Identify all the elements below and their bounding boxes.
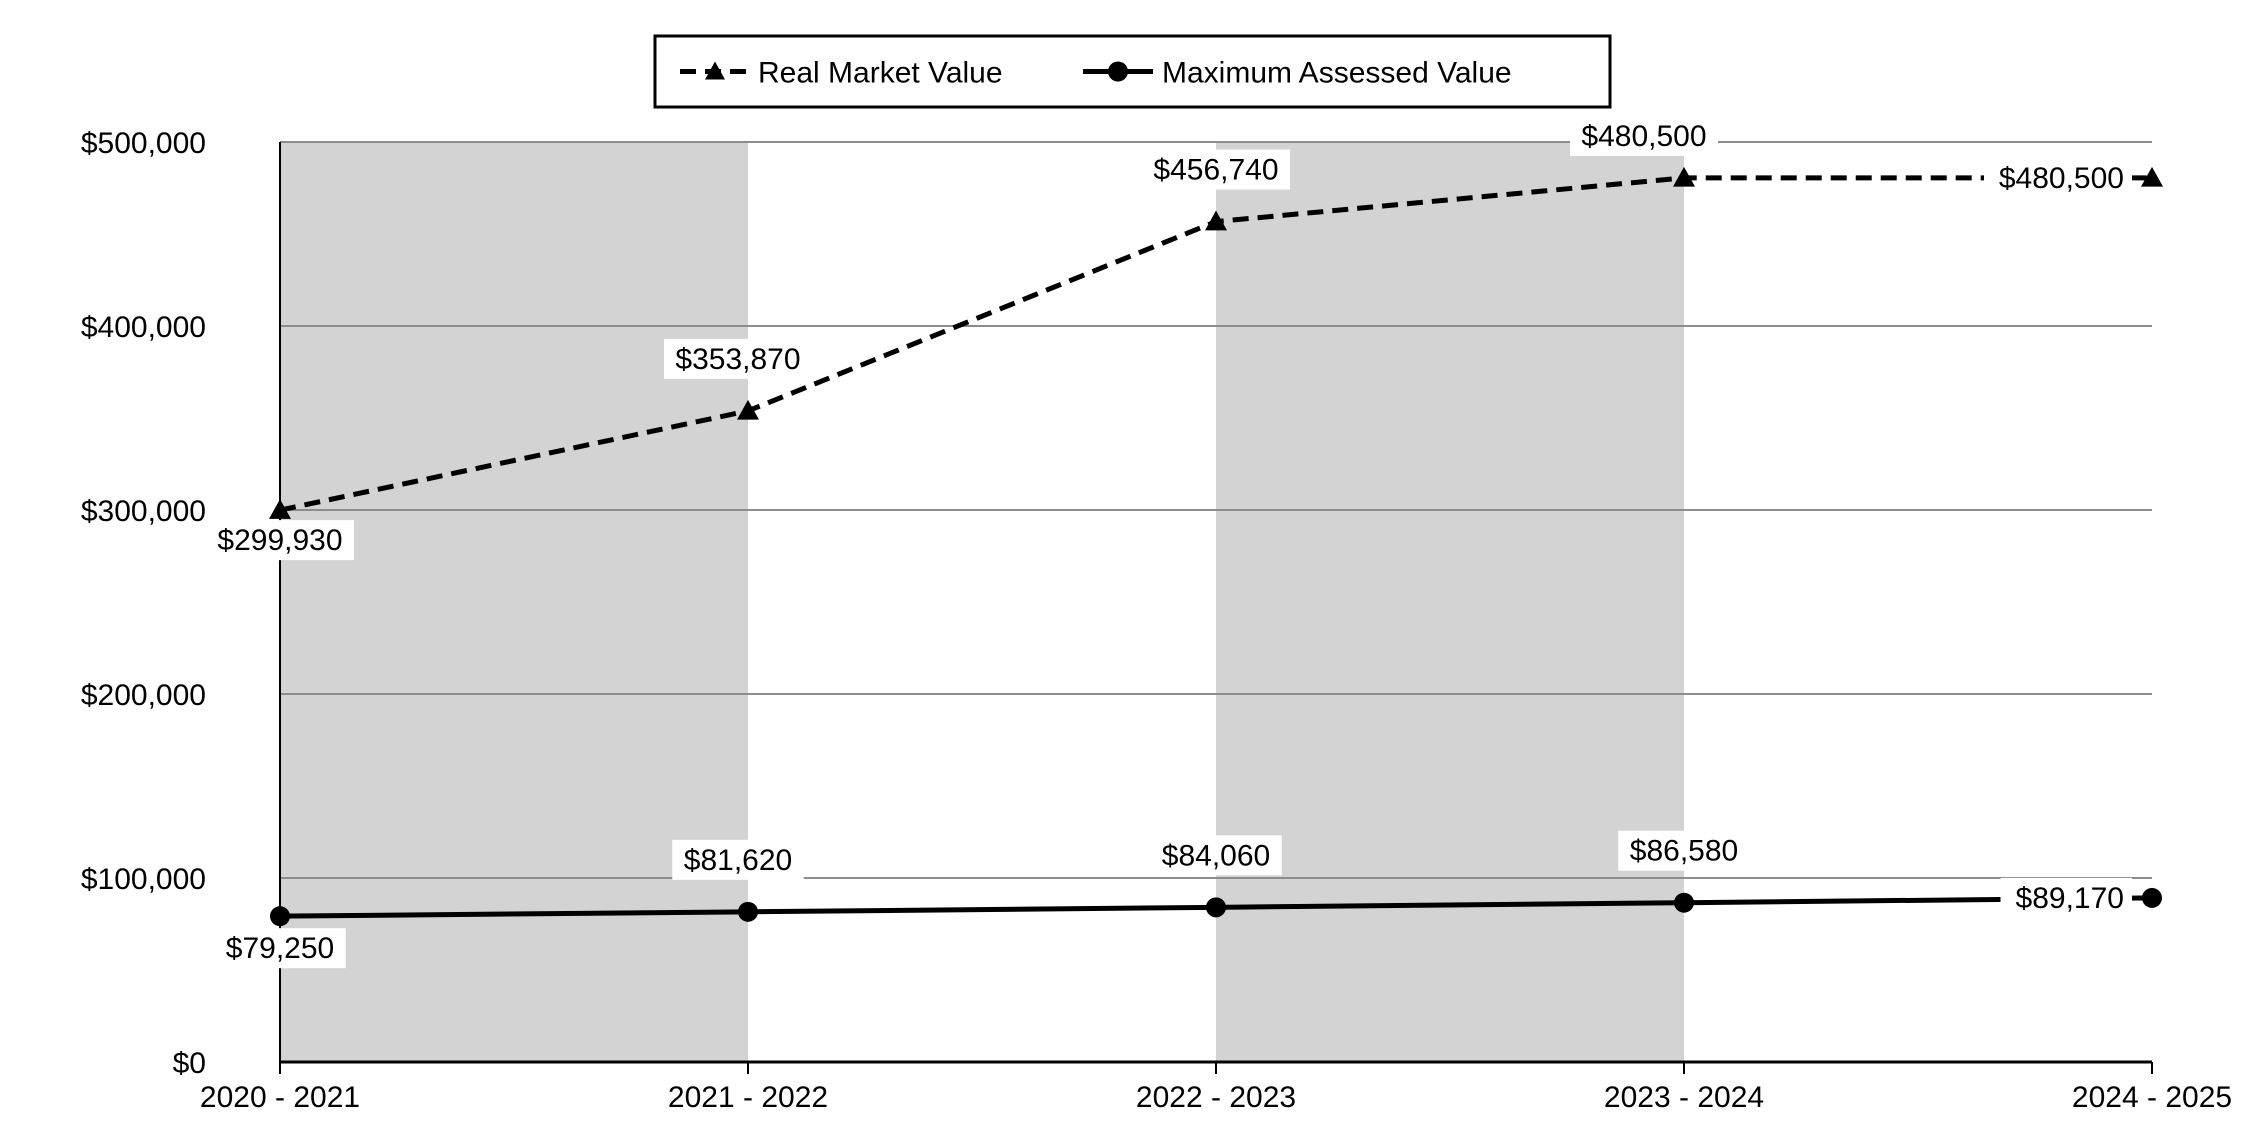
triangle-marker	[1205, 210, 1227, 231]
data-label: $480,500	[1999, 162, 2124, 195]
legend-triangle-marker	[705, 61, 725, 80]
circle-marker	[2142, 887, 2162, 908]
x-tick-label: 2022 - 2023	[1136, 1081, 1296, 1114]
data-label-bg	[1984, 157, 2132, 198]
data-label-bg	[1150, 835, 1282, 876]
legend-label-real-market-value: Real Market Value	[758, 57, 1003, 90]
data-label: $299,930	[217, 524, 342, 557]
circle-marker	[738, 901, 758, 922]
data-label-bg	[206, 520, 354, 561]
data-label: $81,620	[684, 844, 792, 877]
x-tick-label: 2020 - 2021	[200, 1081, 360, 1114]
y-tick-label: $100,000	[81, 863, 206, 896]
circle-marker	[1674, 892, 1694, 913]
data-label: $480,500	[1581, 120, 1706, 153]
legend-circle-marker	[1108, 61, 1128, 82]
triangle-marker	[2141, 166, 2163, 187]
triangle-marker	[1673, 166, 1695, 187]
shaded-column-band	[280, 142, 748, 1062]
x-tick-label: 2023 - 2024	[1604, 1081, 1764, 1114]
data-label-bg	[1142, 149, 1290, 190]
data-label: $86,580	[1630, 835, 1738, 868]
y-tick-label: $500,000	[81, 127, 206, 160]
x-tick-label: 2021 - 2022	[668, 1081, 828, 1114]
legend-label-maximum-assessed-value: Maximum Assessed Value	[1162, 57, 1512, 90]
triangle-marker	[737, 399, 759, 420]
y-tick-label: $400,000	[81, 311, 206, 344]
data-label: $353,870	[675, 343, 800, 376]
data-label-bg	[664, 338, 812, 379]
y-tick-label: $300,000	[81, 495, 206, 528]
data-label: $84,060	[1162, 839, 1270, 872]
data-label-bg	[1570, 115, 1718, 156]
data-label-bg	[214, 928, 346, 969]
circle-marker	[270, 906, 290, 927]
triangle-marker	[269, 499, 291, 519]
data-label: $79,250	[226, 932, 334, 965]
circle-marker	[1206, 897, 1226, 918]
shaded-column-band	[1216, 142, 1684, 1062]
y-tick-label: $200,000	[81, 679, 206, 712]
data-label: $456,740	[1153, 154, 1278, 187]
data-label-bg	[672, 839, 804, 880]
data-label-bg	[1618, 830, 1750, 871]
data-label: $89,170	[2016, 882, 2124, 915]
y-tick-label: $0	[173, 1047, 206, 1080]
data-label-bg	[2000, 877, 2132, 918]
x-tick-label: 2024 - 2025	[2072, 1081, 2232, 1114]
